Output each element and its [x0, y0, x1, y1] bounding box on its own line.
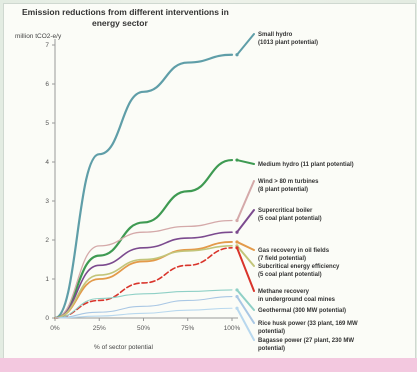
y-tick-label: 2 [45, 237, 49, 244]
x-tick-label: 100% [224, 325, 241, 332]
series-label: (8 plant potential) [258, 187, 308, 193]
series-label: Supercritical boiler [258, 208, 313, 214]
chart-title-line-2: energy sector [92, 18, 148, 28]
series-label: Bagasse power (27 plant, 230 MW [258, 338, 354, 344]
y-tick-label: 1 [45, 276, 49, 283]
series-leader-line [236, 33, 255, 56]
series-leader-line [236, 180, 255, 222]
series-end-marker [235, 240, 239, 244]
y-tick-label: 7 [45, 42, 49, 49]
series-line [54, 219, 233, 319]
series-leader-line [236, 246, 255, 292]
series-leader-line [236, 240, 255, 251]
x-tick-label: 25% [93, 325, 106, 332]
series-label: Subcritical energy efficiency [258, 264, 340, 270]
series-end-marker [235, 53, 239, 57]
y-tick-label: 4 [45, 159, 49, 166]
series-label: Geothermal (300 MW potential) [258, 308, 346, 314]
x-tick-label: 50% [137, 325, 150, 332]
series-end-marker [235, 306, 239, 310]
series-leader-line [236, 288, 255, 311]
x-tick-label: 0% [50, 325, 60, 332]
y-tick-label: 0 [45, 315, 49, 322]
series-label: Methane recovery [258, 289, 310, 295]
series-leader-line [236, 159, 255, 165]
series-leader-line [236, 295, 255, 324]
series-label: (5 coal plant potential) [258, 216, 322, 222]
series-label: Wind > 80 m turbines [258, 179, 319, 185]
series-line [54, 307, 233, 319]
series-label: potential) [258, 329, 285, 335]
chart-title-line-1: Emission reductions from different inter… [22, 7, 229, 17]
series-end-marker [235, 246, 239, 250]
series-label: (1013 plant potential) [258, 40, 318, 46]
series-lines [53, 53, 234, 320]
y-tick-label: 3 [45, 198, 49, 205]
series-line [54, 245, 233, 319]
series-labels: Small hydro (1013 plant potential) Medium … [235, 32, 358, 352]
series-leader-line [236, 209, 255, 234]
series-label: Medium hydro (11 plant potential) [258, 162, 354, 168]
series-line [53, 158, 234, 320]
bottom-strip [0, 358, 417, 372]
series-end-marker [235, 218, 239, 223]
x-axis-label: % of sector potential [94, 344, 153, 351]
series-end-marker [235, 158, 239, 162]
y-axis-label: million tCO2-e/y [15, 33, 62, 40]
series-line [53, 53, 234, 320]
y-tick-label: 6 [45, 81, 49, 88]
y-tick-label: 5 [45, 120, 49, 127]
series-label: Gas recovery in oil fields [258, 248, 330, 254]
series-end-marker [235, 230, 239, 234]
x-tick-label: 75% [181, 325, 194, 332]
series-label: (5 coal plant potential) [258, 272, 322, 278]
series-label: Small hydro [258, 32, 293, 38]
series-line [54, 231, 233, 319]
series-label: in underground coal mines [258, 297, 336, 303]
axes: 0 1 2 3 4 5 6 7 0% 25% 50% 75% 100% [45, 39, 241, 332]
series-label: Rice husk power (33 plant, 169 MW [258, 321, 358, 327]
series-line [54, 296, 233, 319]
series-end-marker [235, 294, 239, 299]
series-line [54, 241, 233, 319]
series-label: potential) [258, 346, 285, 352]
series-label: (7 field potential) [258, 256, 306, 262]
series-leader-line [236, 244, 255, 267]
series-end-marker [235, 288, 239, 292]
series-leader-line [236, 307, 255, 341]
